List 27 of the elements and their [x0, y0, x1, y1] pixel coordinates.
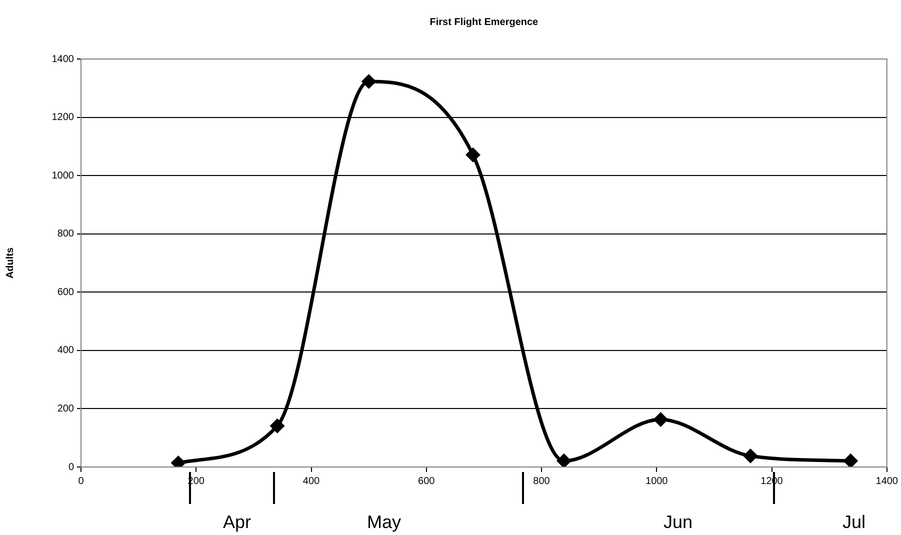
y-tick-label: 400 [57, 345, 74, 356]
point [270, 419, 284, 433]
point [744, 449, 758, 463]
point [654, 412, 668, 426]
text: Apr [222, 511, 252, 533]
chart-title: First Flight Emergence [430, 16, 539, 28]
text: May [366, 511, 402, 533]
x-tick-label: 0 [78, 476, 84, 487]
y-tick-label: 200 [57, 403, 74, 414]
y-tick-label: 0 [68, 462, 74, 473]
point [557, 454, 571, 467]
x-tick-label: 1000 [646, 476, 668, 487]
y-tick-label: 600 [57, 286, 74, 298]
y-tick-label: 1000 [52, 170, 74, 182]
x-tick-label: 600 [418, 476, 436, 487]
point [362, 74, 376, 88]
y-tick-label: 1400 [52, 54, 74, 65]
x-tick-label: 1400 [876, 476, 898, 487]
text: Jun [662, 511, 694, 533]
text: Jul [841, 511, 866, 533]
y-tick-label: 1200 [52, 112, 74, 124]
x-tick-label: 800 [533, 476, 550, 487]
y-tick-label: 800 [57, 228, 74, 240]
point [844, 454, 858, 467]
y-axis-title: Adults [4, 247, 16, 279]
x-tick-label: 400 [302, 476, 320, 487]
point [466, 148, 480, 162]
